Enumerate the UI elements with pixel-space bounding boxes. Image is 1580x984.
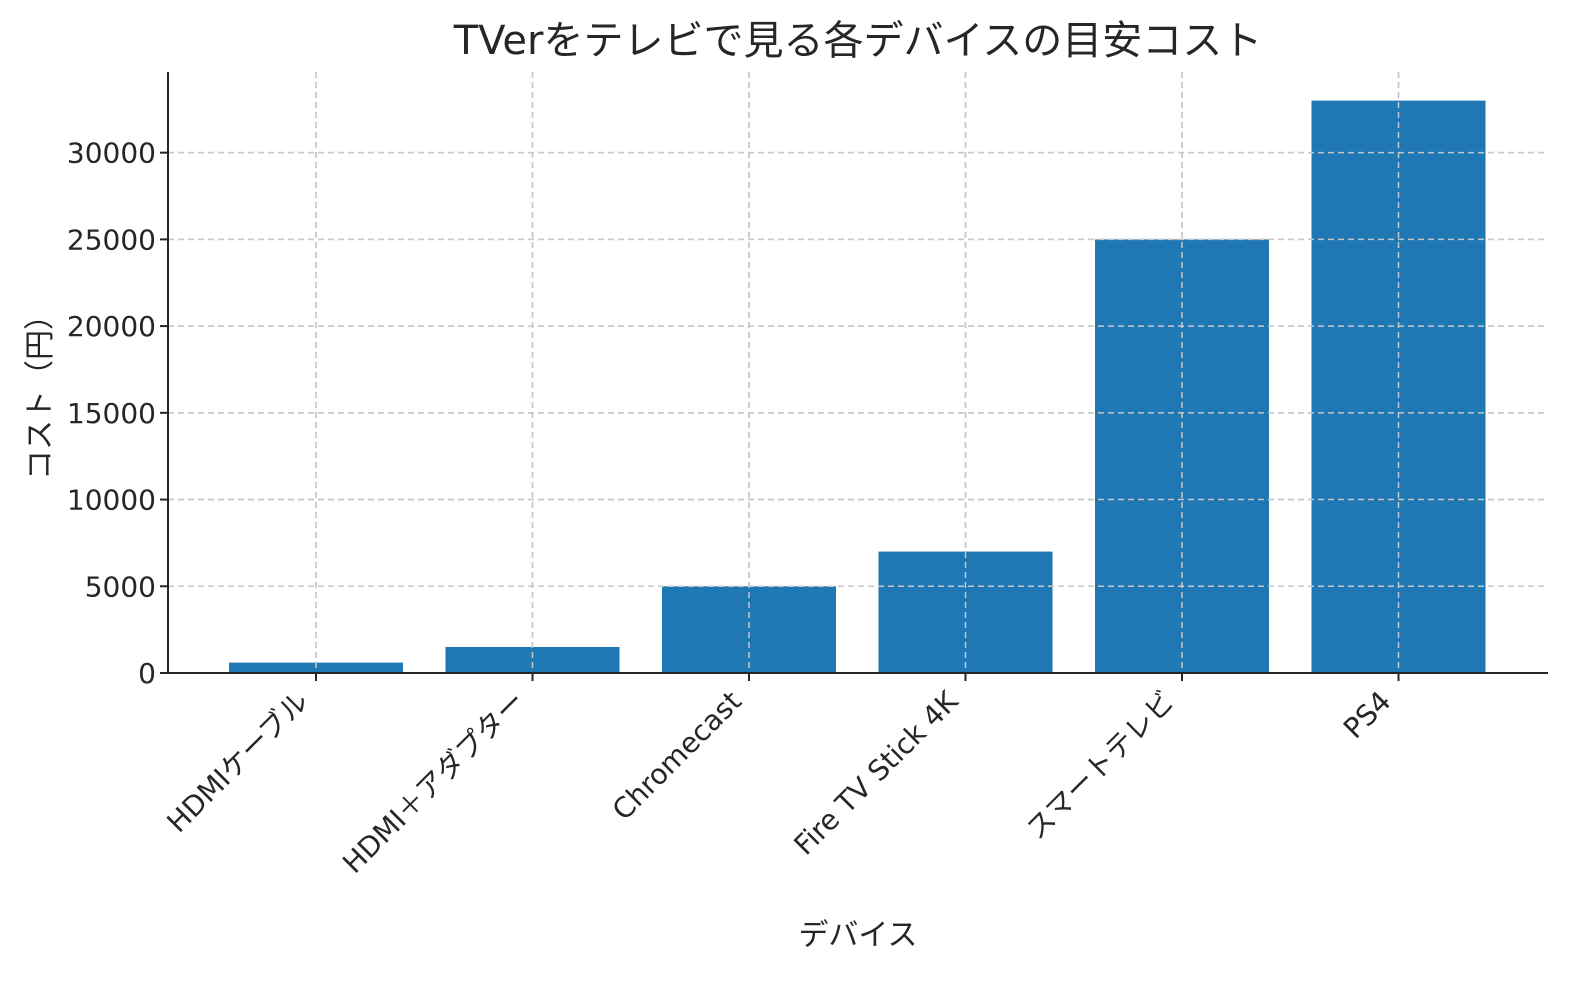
- y-tick-label: 20000: [67, 310, 156, 343]
- y-tick-label: 0: [138, 657, 156, 690]
- y-tick-label: 15000: [67, 397, 156, 430]
- bars: [168, 72, 1548, 674]
- bar: [662, 586, 836, 673]
- chart-title: TVerをテレビで見る各デバイスの目安コスト: [453, 18, 1263, 64]
- bar: [445, 646, 620, 673]
- x-tick-label: スマートテレビ: [1020, 685, 1181, 846]
- x-axis-ticks: HDMIケーブル HDMI＋アダプター Chromecast Fire TV Stic…: [161, 673, 1400, 880]
- y-axis-label: コスト（円）: [23, 300, 58, 480]
- y-axis-ticks: 0 5000 10000 15000 20000 25000 30000: [67, 137, 168, 690]
- x-tick-label: Chromecast: [606, 685, 748, 827]
- x-axis-label: デバイス: [798, 918, 917, 953]
- y-tick-label: 5000: [85, 570, 156, 603]
- y-tick-label: 25000: [67, 223, 156, 256]
- axes: [167, 72, 1548, 674]
- y-tick-label: 30000: [67, 137, 156, 170]
- y-tick-label: 10000: [67, 484, 156, 517]
- x-tick-label: Fire TV Stick 4K: [787, 684, 964, 861]
- x-tick-label: PS4: [1337, 685, 1397, 745]
- x-tick-label: HDMI＋アダプター: [336, 685, 531, 880]
- x-tick-label: HDMIケーブル: [161, 685, 315, 839]
